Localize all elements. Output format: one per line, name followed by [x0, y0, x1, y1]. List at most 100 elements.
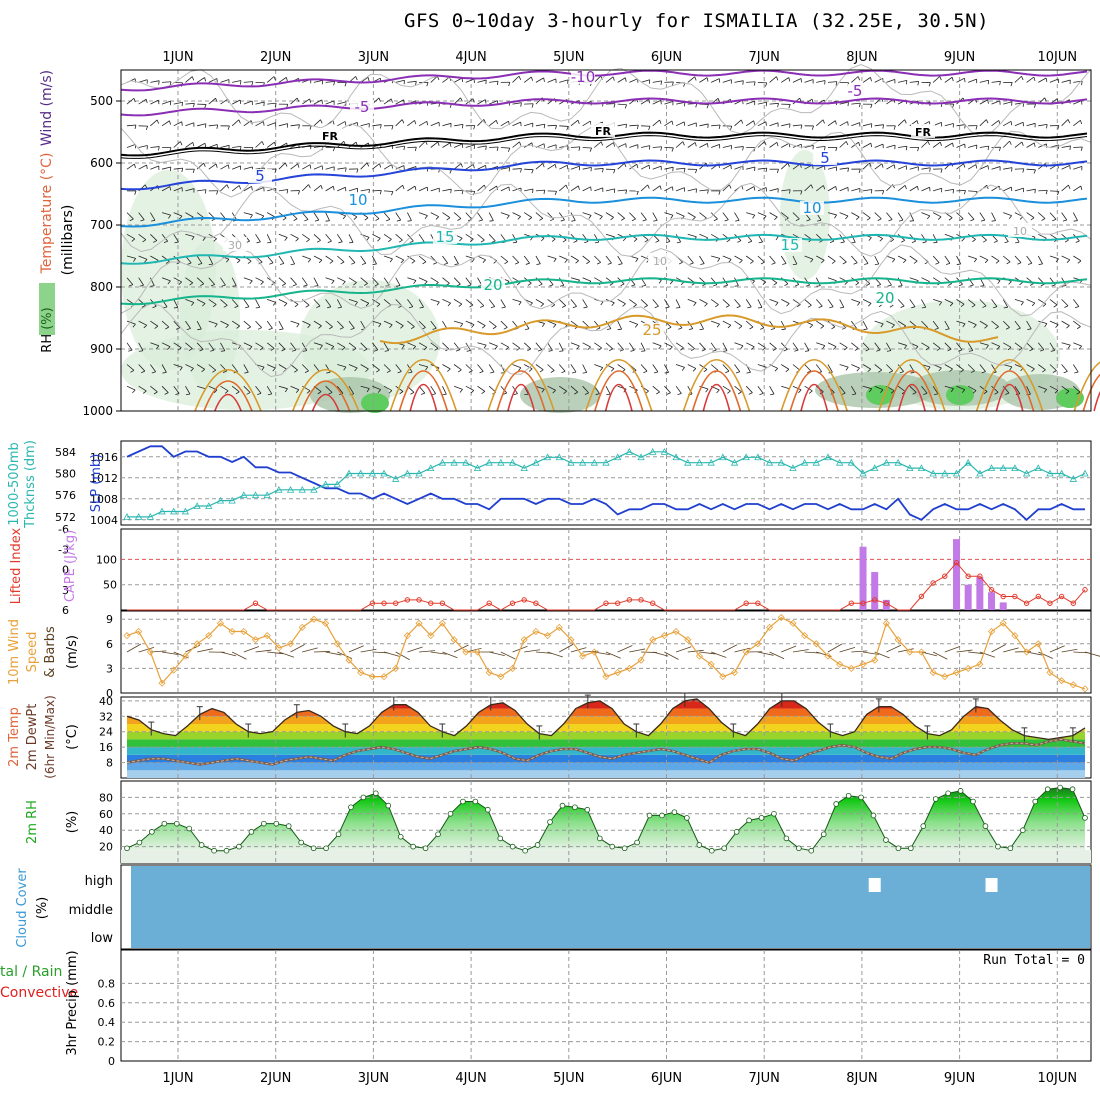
wind-barb: [944, 320, 950, 330]
wind-barb: [781, 189, 791, 192]
precip-legend-convective: Convective: [0, 985, 78, 1001]
wind-barb-flag: [952, 189, 955, 194]
wind-barb-flag: [760, 261, 765, 265]
wind-barb-flag: [1033, 169, 1036, 174]
wind-barb-flag: [238, 119, 241, 124]
wind-barb: [477, 320, 486, 326]
li-point: [953, 560, 960, 566]
wind-barb: [243, 166, 253, 170]
wind-barb-flag: [372, 263, 377, 265]
rh-area: [127, 787, 1085, 851]
wind-speed-point: [929, 668, 937, 677]
rh-point: [410, 843, 416, 850]
wind-barb: [301, 364, 309, 372]
wind-barb: [897, 342, 907, 346]
thickness-point: [275, 485, 283, 493]
wind-speed-point: [1046, 668, 1054, 677]
wind-speed-point: [952, 668, 961, 677]
wind-barb: [944, 76, 953, 83]
wind-barb-flag: [742, 146, 744, 151]
wind-barb: [862, 299, 872, 304]
wind-barb: [851, 102, 861, 105]
wind-barb: [290, 124, 300, 127]
wind-barb: [1002, 255, 1011, 263]
rh-point: [198, 842, 205, 848]
thickness-point: [508, 458, 517, 466]
wind-barb-flag: [436, 301, 440, 306]
wind-barb-flag: [508, 82, 511, 87]
wind-barb: [921, 299, 927, 308]
wind-barb-flag: [1040, 283, 1045, 287]
wind-barb-flag: [410, 326, 415, 330]
wind-barb-flag: [129, 218, 134, 222]
wind-barb: [325, 342, 334, 347]
wind-barb-flag: [945, 328, 950, 331]
temp-axis-label-3: (6hr Min/Max): [43, 695, 57, 779]
wind-barb: [687, 142, 696, 148]
wind-barb: [944, 123, 954, 127]
wind-barb: [302, 98, 310, 105]
surface-isotherm: [691, 370, 742, 412]
wind-barb: [897, 165, 907, 170]
wind-barb: [640, 164, 650, 170]
wind-barb-flag: [528, 217, 533, 221]
wind-barb-flag: [247, 260, 252, 264]
wind-speed-point: [263, 632, 271, 640]
wind-barb: [524, 364, 533, 370]
thickness-point: [929, 469, 937, 477]
wind-barb: [196, 277, 205, 285]
wind-barb: [769, 255, 776, 264]
wind-axis-label-2: Speed: [25, 632, 40, 673]
wind-barb: [839, 385, 846, 394]
surface-isotherm: [800, 383, 829, 412]
wind-barb: [372, 342, 379, 351]
wind-barb-flag: [1022, 168, 1025, 173]
wind-barb-flag: [409, 240, 414, 243]
wind-barb: [360, 299, 369, 304]
wind-barb-flag: [1021, 141, 1024, 146]
rh-point: [995, 843, 1001, 850]
wind-barb-flag: [185, 393, 190, 396]
wind-barb: [710, 212, 718, 220]
wind-barb: [512, 299, 522, 303]
wind-barb-flag: [490, 371, 495, 374]
wind-barb-flag: [952, 103, 955, 109]
rh-point: [285, 823, 292, 829]
wind-barb: [816, 146, 826, 148]
contour-label-bg: [911, 124, 935, 138]
li-point: [1000, 593, 1006, 600]
wind-barb-flag: [460, 323, 464, 328]
wind-barb-flag: [204, 77, 207, 82]
wind-barb: [372, 385, 381, 390]
wind-barb: [465, 299, 474, 306]
wind-speed-point: [964, 664, 972, 672]
wind-barb-flag: [473, 125, 476, 130]
wind-barb-flag: [634, 324, 639, 328]
wind-barb-flag: [600, 301, 604, 306]
contour-label-bg: [778, 238, 802, 252]
wind-barb: [640, 98, 649, 105]
wind-barb-flag: [200, 283, 204, 287]
surface-isotherm: [682, 359, 751, 412]
wind-barb: [512, 364, 522, 369]
thickness-point: [158, 507, 166, 515]
wind-barb: [138, 385, 147, 392]
thickness-point: [438, 458, 447, 466]
wind-barb: [1003, 212, 1012, 217]
wind-barb: [991, 100, 1001, 105]
wind-barb: [617, 212, 625, 219]
wind-barb: [932, 234, 938, 243]
wind-barb: [722, 145, 732, 148]
thickness-point: [882, 458, 891, 466]
wind-barb-flag: [496, 146, 499, 151]
wind-barb: [477, 79, 487, 83]
wind-barb: [500, 342, 509, 348]
wind-barb: [734, 342, 744, 347]
wind-barb: [979, 320, 988, 327]
wind-barb: [722, 184, 730, 192]
wind-barb-flag: [566, 126, 569, 131]
wind-barb-flag: [900, 305, 905, 308]
wind-barb-flag: [625, 189, 628, 194]
wind-barb-flag: [653, 220, 658, 222]
wind-barb: [290, 97, 298, 105]
